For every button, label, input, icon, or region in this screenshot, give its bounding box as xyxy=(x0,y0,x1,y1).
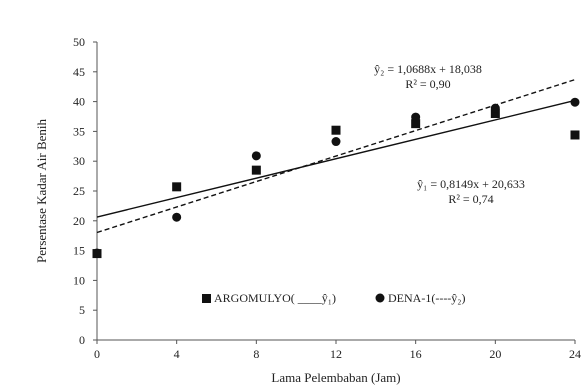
x-tick-label: 0 xyxy=(94,347,100,361)
y-tick-label: 20 xyxy=(73,214,85,228)
point-argomulyo xyxy=(570,130,580,140)
y-tick-label: 25 xyxy=(73,184,85,198)
equation-argomulyo: ŷ₁ = 0,8149x + 20,633 xyxy=(417,177,525,191)
y-tick-label: 15 xyxy=(73,244,85,258)
point-dena1 xyxy=(92,248,102,258)
x-tick-label: 12 xyxy=(330,347,342,361)
legend-marker-argomulyo xyxy=(202,294,211,303)
x-tick-label: 8 xyxy=(253,347,259,361)
point-dena1 xyxy=(251,151,261,161)
y-tick-label: 35 xyxy=(73,124,85,138)
point-argomulyo xyxy=(251,165,261,175)
y-tick-label: 30 xyxy=(73,154,85,168)
y-axis-title: Persentase Kadar Air Benih xyxy=(34,118,49,263)
x-tick-labels: 0 4 8 12 16 20 24 xyxy=(94,340,581,361)
point-dena1 xyxy=(331,137,341,147)
trendline-argomulyo xyxy=(96,99,576,218)
y-tick-label: 0 xyxy=(79,333,85,347)
legend-marker-dena1 xyxy=(375,293,385,303)
x-tick-label: 4 xyxy=(174,347,180,361)
point-argomulyo xyxy=(490,109,500,119)
y-tick-label: 40 xyxy=(73,95,85,109)
r2-dena1: R² = 0,90 xyxy=(405,77,450,91)
x-tick-label: 24 xyxy=(569,347,581,361)
point-argomulyo xyxy=(172,182,182,192)
data-points xyxy=(92,97,580,259)
legend-label-argomulyo: ARGOMULYO( ____ŷ₁) xyxy=(214,291,336,305)
x-tick-label: 16 xyxy=(410,347,422,361)
point-argomulyo xyxy=(411,119,421,129)
point-argomulyo xyxy=(331,125,341,135)
trendline-dena1 xyxy=(96,78,576,234)
point-dena1 xyxy=(490,103,500,113)
r2-argomulyo: R² = 0,74 xyxy=(448,192,493,206)
y-tick-labels: 0 5 10 15 20 25 30 35 40 45 50 xyxy=(73,35,97,347)
point-dena1 xyxy=(172,212,182,222)
y-tick-label: 50 xyxy=(73,35,85,49)
x-axis-title: Lama Pelembaban (Jam) xyxy=(271,370,400,385)
point-dena1 xyxy=(570,97,580,107)
equation-dena1: ŷ₂ = 1,0688x + 18,038 xyxy=(374,62,482,76)
trendlines xyxy=(96,78,576,234)
point-dena1 xyxy=(411,112,421,122)
axes xyxy=(96,42,575,341)
legend: ARGOMULYO( ____ŷ₁) DENA-1(----ŷ₂) xyxy=(202,291,465,305)
y-tick-label: 5 xyxy=(79,303,85,317)
legend-label-dena1: DENA-1(----ŷ₂) xyxy=(388,291,465,305)
y-tick-label: 45 xyxy=(73,65,85,79)
x-tick-label: 20 xyxy=(489,347,501,361)
y-tick-label: 10 xyxy=(73,273,85,287)
